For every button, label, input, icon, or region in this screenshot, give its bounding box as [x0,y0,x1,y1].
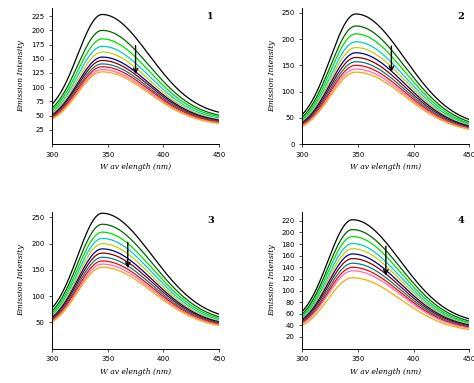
Text: 3: 3 [207,216,214,225]
X-axis label: W av elength (nm): W av elength (nm) [100,368,171,376]
Y-axis label: Emission Intensity: Emission Intensity [18,244,26,316]
Text: 4: 4 [457,216,464,225]
Text: 1: 1 [207,12,214,21]
X-axis label: W av elength (nm): W av elength (nm) [350,163,421,171]
Text: 2: 2 [457,12,464,21]
X-axis label: W av elength (nm): W av elength (nm) [100,163,171,171]
Y-axis label: Emission Intensity: Emission Intensity [268,40,276,112]
X-axis label: W av elength (nm): W av elength (nm) [350,368,421,376]
Y-axis label: Emission Intensity: Emission Intensity [268,244,276,316]
Y-axis label: Emission Intensity: Emission Intensity [18,40,26,112]
